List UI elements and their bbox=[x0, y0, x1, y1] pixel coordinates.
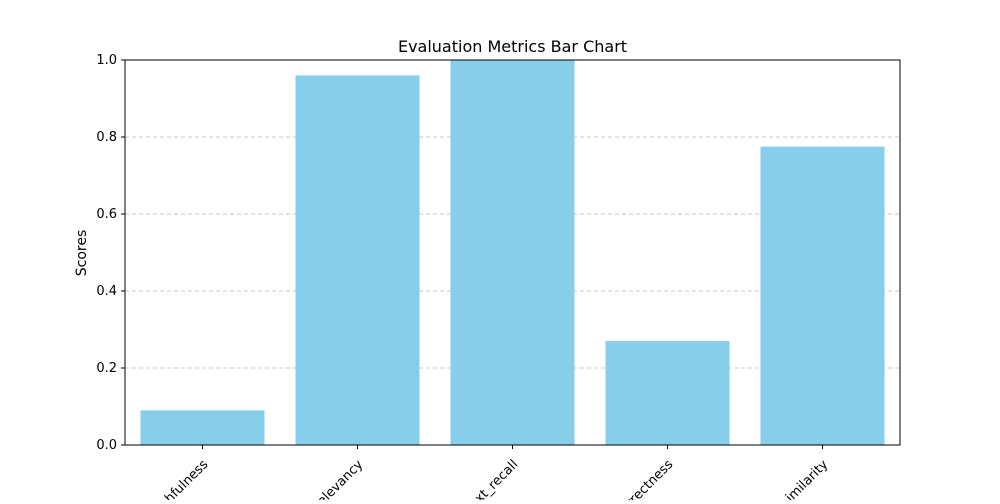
plot-frame bbox=[124, 59, 901, 446]
x-tick-label: imilarity bbox=[783, 457, 831, 500]
bar-answer-correctness bbox=[605, 341, 730, 445]
y-axis-label: Scores bbox=[74, 230, 90, 277]
x-tick-label: rrectness bbox=[623, 457, 676, 500]
y-tick-label: 0.0 bbox=[96, 438, 117, 453]
bar-faithfulness bbox=[140, 410, 265, 445]
bar-answer-relevancy bbox=[295, 75, 420, 446]
y-tick-label: 0.6 bbox=[96, 207, 117, 222]
bar-answer-similarity bbox=[760, 146, 885, 445]
y-tick-label: 0.2 bbox=[96, 361, 117, 376]
y-tick-label: 1.0 bbox=[96, 53, 117, 68]
bars bbox=[140, 60, 885, 446]
x-tick-label: elevancy bbox=[314, 457, 366, 500]
x-tick-label: hfulness bbox=[162, 457, 211, 500]
y-tick-label: 0.4 bbox=[96, 284, 117, 299]
chart-title: Evaluation Metrics Bar Chart bbox=[398, 37, 627, 56]
bar-context-recall bbox=[450, 60, 575, 445]
y-tick-label: 0.8 bbox=[96, 130, 117, 145]
x-axis-ticks: hfulness elevancy xt_recall rrectness imilar… bbox=[162, 445, 832, 504]
y-axis-ticks: 0.0 0.2 0.4 0.6 0.8 1.0 bbox=[96, 53, 125, 453]
x-tick-label: xt_recall bbox=[472, 457, 521, 500]
